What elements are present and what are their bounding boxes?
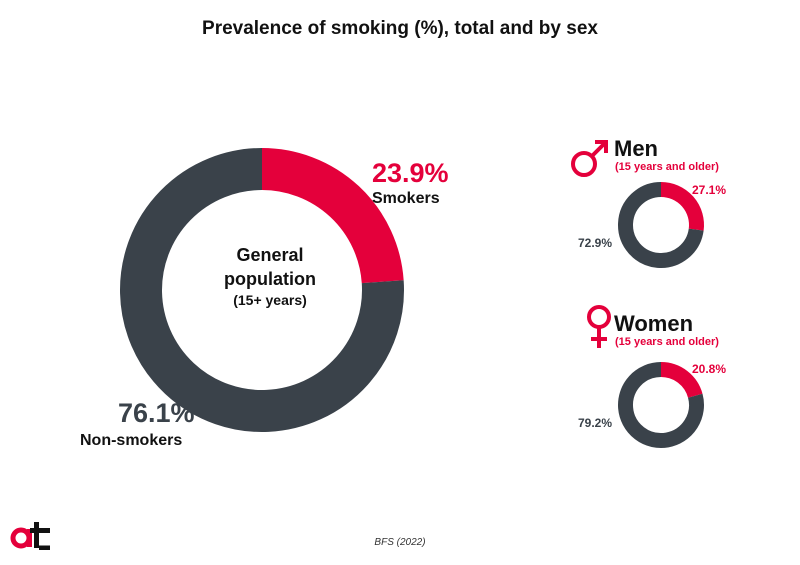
- men-donut: [618, 182, 704, 268]
- general-non-smokers-slice: [120, 148, 404, 432]
- general-smokers-pct: 23.9%: [372, 158, 449, 188]
- men-non-smokers-pct: 72.9%: [578, 236, 613, 250]
- female-symbol-icon: [587, 305, 611, 348]
- women-title: Women: [614, 311, 694, 336]
- general-center-sub: (15+ years): [233, 292, 307, 308]
- women-non-smokers-slice: [618, 362, 704, 448]
- women-smokers-pct: 20.8%: [692, 362, 727, 376]
- male-symbol-icon: [571, 140, 608, 177]
- general-smokers-label: Smokers: [372, 190, 440, 207]
- general-population-donut: [120, 148, 404, 432]
- general-non-smokers-pct: 76.1%: [118, 398, 195, 428]
- general-non-smokers-label: Non-smokers: [80, 432, 183, 449]
- men-smokers-slice: [660, 182, 704, 231]
- general-center-line1: General: [236, 245, 304, 265]
- at-logo: [10, 522, 50, 550]
- men-smokers-pct: 27.1%: [692, 183, 727, 197]
- general-center-line2: population: [224, 269, 316, 289]
- men-subtitle: (15 years and older): [615, 161, 719, 173]
- chart-title: Prevalence of smoking (%), total and by …: [202, 18, 598, 39]
- source-note: BFS (2022): [374, 537, 426, 548]
- men-non-smokers-slice: [618, 182, 704, 268]
- general-smokers-slice: [261, 148, 404, 284]
- women-subtitle: (15 years and older): [615, 336, 719, 348]
- women-non-smokers-pct: 79.2%: [578, 416, 613, 430]
- women-smokers-slice: [660, 362, 703, 399]
- women-donut: [618, 362, 704, 448]
- general-center-label: General population: [195, 243, 345, 291]
- men-title: Men: [614, 136, 658, 161]
